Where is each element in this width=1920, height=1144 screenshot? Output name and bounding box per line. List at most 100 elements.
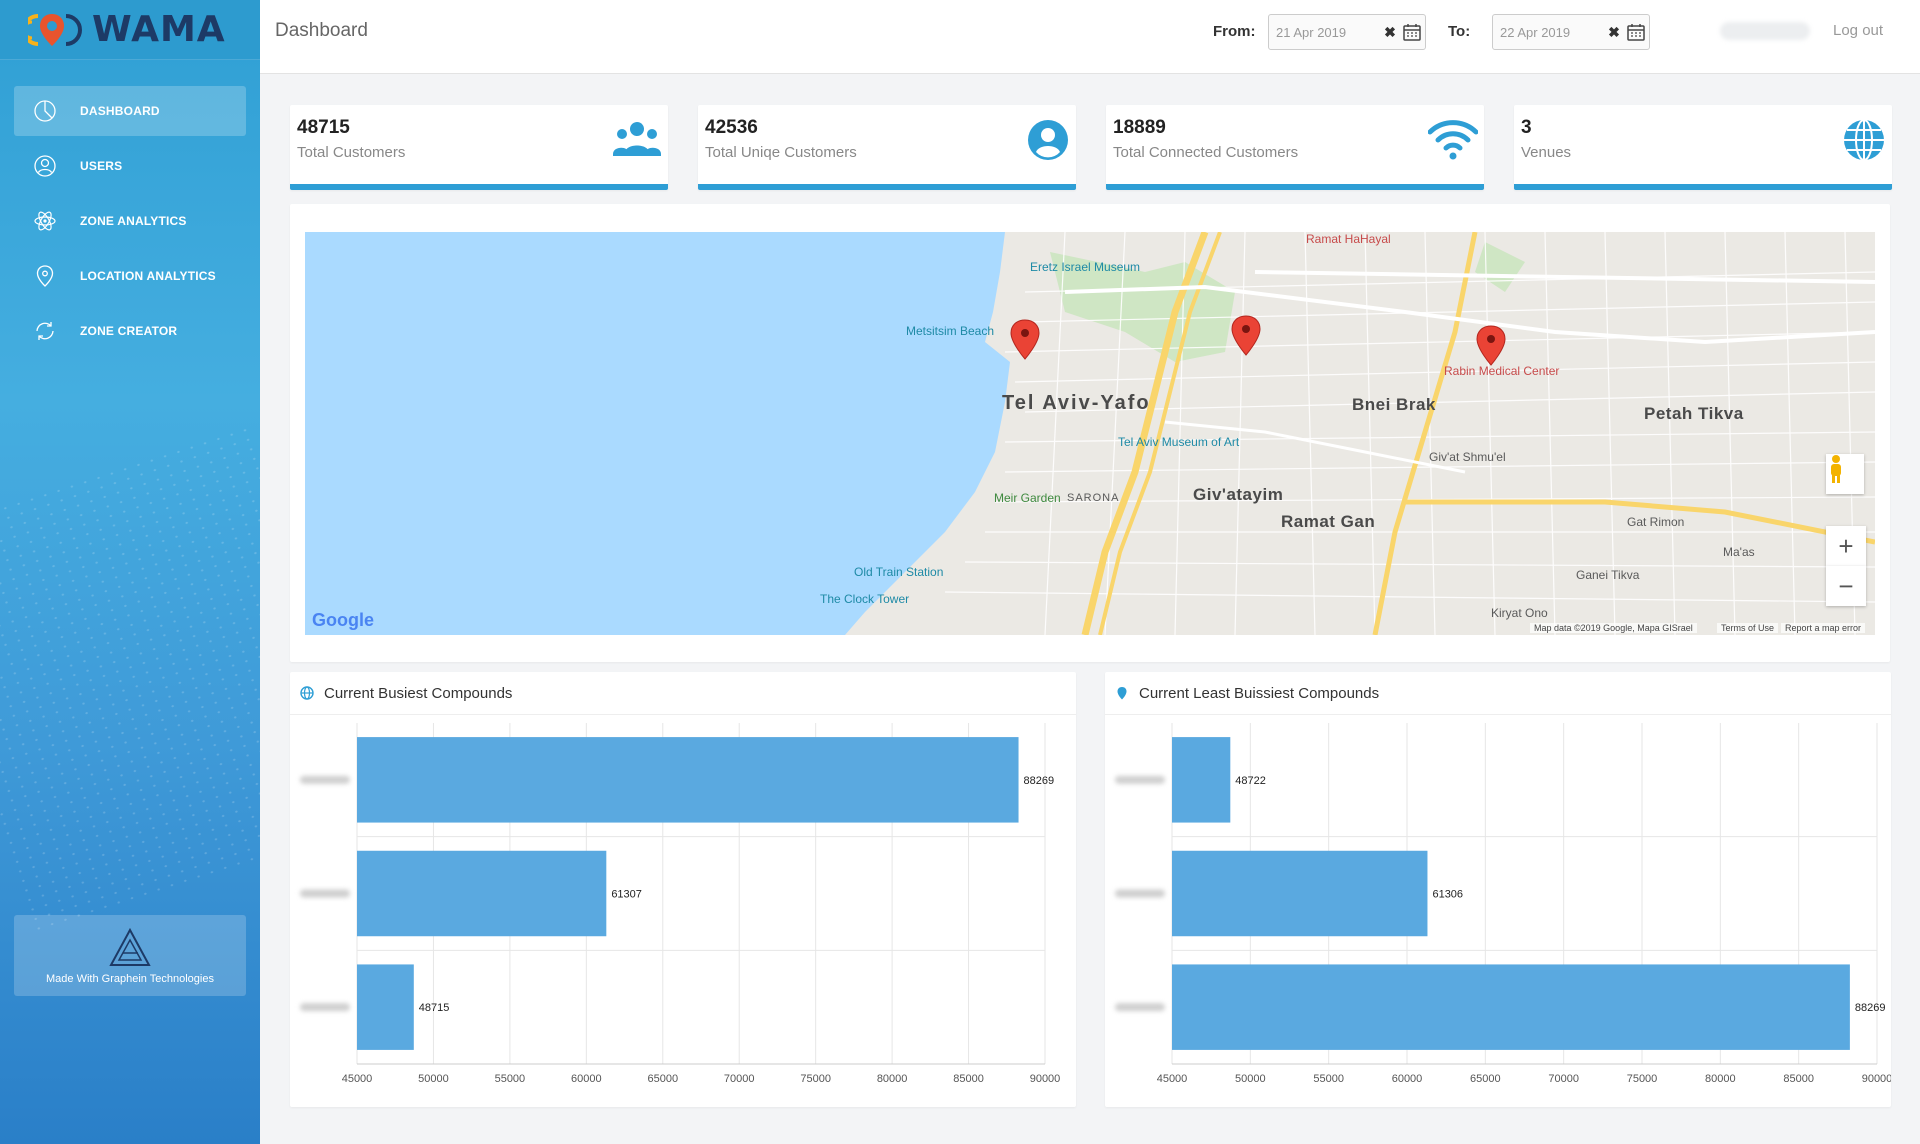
- sidebar-item-zone-analytics[interactable]: ZONE ANALYTICS: [14, 196, 246, 246]
- x-tick-label: 60000: [571, 1073, 602, 1085]
- bar: [1172, 737, 1231, 823]
- bar-value-label: 88269: [1855, 1002, 1886, 1014]
- user-name-blurred[interactable]: [1720, 22, 1810, 40]
- clear-from-date-icon[interactable]: ✖: [1384, 23, 1396, 40]
- map-label-gat-rimon: Gat Rimon: [1627, 515, 1685, 529]
- x-tick-label: 45000: [342, 1073, 373, 1085]
- to-date-field: ✖: [1492, 14, 1650, 50]
- map-label-givat-shmuel: Giv'at Shmu'el: [1429, 450, 1506, 464]
- map-marker-icon[interactable]: [1010, 319, 1040, 360]
- user-icon: [32, 153, 58, 179]
- x-tick-label: 70000: [724, 1073, 755, 1085]
- map-label-tel-aviv: Tel Aviv-Yafo: [1002, 392, 1151, 414]
- x-tick-label: 85000: [1783, 1073, 1814, 1085]
- sidebar-nav: DASHBOARD USERS ZONE ANALYTICS LOCATION …: [0, 86, 260, 356]
- category-label-blurred: [300, 1003, 350, 1012]
- bar: [357, 964, 414, 1050]
- map-label-ramat-gan: Ramat Gan: [1281, 512, 1376, 531]
- made-with-badge[interactable]: Made With Graphein Technologies: [14, 915, 246, 996]
- sidebar-item-location-analytics[interactable]: LOCATION ANALYTICS: [14, 251, 246, 301]
- map-terms-link[interactable]: Terms of Use: [1717, 623, 1779, 633]
- chart-title: Current Least Buissiest Compounds: [1139, 684, 1380, 702]
- zoom-out-button[interactable]: −: [1826, 566, 1866, 606]
- x-tick-label: 75000: [1627, 1073, 1658, 1085]
- bar: [357, 737, 1019, 823]
- x-tick-label: 70000: [1548, 1073, 1579, 1085]
- refresh-icon: [32, 318, 58, 344]
- x-tick-label: 65000: [1470, 1073, 1501, 1085]
- clear-to-date-icon[interactable]: ✖: [1608, 23, 1620, 40]
- busiest-compounds-panel: Current Busiest Compounds 45000 50000 5500…: [290, 672, 1076, 1107]
- google-logo[interactable]: Google: [312, 610, 374, 631]
- from-date-input[interactable]: [1276, 24, 1376, 40]
- calendar-icon[interactable]: [1402, 22, 1422, 42]
- stat-card-venues: 3 Venues: [1514, 105, 1892, 190]
- zoom-in-button[interactable]: +: [1826, 526, 1866, 566]
- map-label-old-train-station: Old Train Station: [854, 565, 944, 579]
- x-tick-label: 75000: [800, 1073, 831, 1085]
- least-busiest-compounds-panel: Current Least Buissiest Compounds 45000 5…: [1105, 672, 1892, 1107]
- map-label-bnei-brak: Bnei Brak: [1352, 395, 1436, 414]
- map-label-meir-garden: Meir Garden: [994, 491, 1061, 505]
- map-label-metsitsim-beach: Metsitsim Beach: [906, 324, 995, 338]
- map-marker-icon[interactable]: [1231, 315, 1261, 356]
- bar: [357, 850, 607, 937]
- category-label-blurred: [1115, 1003, 1165, 1012]
- location-pin-icon: [32, 263, 58, 289]
- wama-logo-icon: [28, 13, 82, 46]
- busiest-compounds-chart: 45000 50000 55000 60000 65000 70000 75000 80000…: [290, 716, 1076, 1106]
- stat-label: Total Connected Customers: [1113, 144, 1299, 161]
- x-tick-label: 65000: [647, 1073, 678, 1085]
- logo[interactable]: WAMA: [0, 0, 260, 60]
- map[interactable]: Tel Aviv-Yafo Bnei Brak Petah Tikva Giv'…: [305, 232, 1875, 635]
- to-date-input[interactable]: [1500, 24, 1600, 40]
- stat-label: Total Uniqe Customers: [705, 144, 857, 161]
- sidebar: WAMA DASHBOARD USERS ZONE ANALYTICS LOCA…: [0, 0, 260, 1144]
- map-label-petah-tikva: Petah Tikva: [1644, 404, 1744, 423]
- logout-link[interactable]: Log out: [1833, 22, 1884, 39]
- top-bar: Dashboard From: ✖ To: ✖ Log out: [260, 0, 1920, 74]
- map-label-clock-tower: The Clock Tower: [820, 592, 910, 606]
- sidebar-item-users[interactable]: USERS: [14, 141, 246, 191]
- calendar-icon[interactable]: [1626, 22, 1646, 42]
- stat-label: Total Customers: [297, 144, 406, 161]
- x-tick-label: 60000: [1392, 1073, 1423, 1085]
- stat-value: 18889: [1113, 117, 1166, 138]
- users-icon: [613, 122, 661, 156]
- bar-value-label: 61306: [1432, 889, 1463, 901]
- sidebar-item-label: LOCATION ANALYTICS: [80, 269, 216, 283]
- x-tick-label: 90000: [1862, 1073, 1891, 1085]
- street-view-pegman-icon[interactable]: [1826, 454, 1864, 494]
- map-attribution: Map data ©2019 Google, Mapa GISrael: [1530, 623, 1697, 633]
- map-label-maas: Ma'as: [1723, 545, 1755, 559]
- category-label-blurred: [1115, 889, 1165, 898]
- made-with-label: Made With Graphein Technologies: [46, 972, 214, 985]
- chart-title: Current Busiest Compounds: [324, 684, 513, 702]
- globe-icon: [300, 686, 314, 700]
- sidebar-item-label: ZONE ANALYTICS: [80, 214, 187, 228]
- map-label-ganei-tikva: Ganei Tikva: [1576, 568, 1640, 582]
- bar-value-label: 48722: [1235, 775, 1266, 787]
- user-circle-icon: [1028, 120, 1068, 160]
- sidebar-item-dashboard[interactable]: DASHBOARD: [14, 86, 246, 136]
- stat-label: Venues: [1521, 144, 1572, 161]
- map-panel: Tel Aviv-Yafo Bnei Brak Petah Tikva Giv'…: [290, 204, 1890, 662]
- bar: [1172, 850, 1428, 937]
- stat-card-unique-customers: 42536 Total Uniqe Customers: [698, 105, 1076, 190]
- x-tick-label: 45000: [1157, 1073, 1188, 1085]
- bar: [1172, 964, 1850, 1050]
- chart-header: Current Busiest Compounds: [290, 672, 1076, 715]
- map-label-rabin-medical: Rabin Medical Center: [1444, 364, 1560, 378]
- atom-icon: [32, 208, 58, 234]
- wifi-icon: [1428, 120, 1478, 160]
- sidebar-item-zone-creator[interactable]: ZONE CREATOR: [14, 306, 246, 356]
- stat-value: 42536: [705, 117, 758, 138]
- map-marker-icon[interactable]: [1476, 325, 1506, 366]
- bar-value-label: 61307: [611, 889, 642, 901]
- x-tick-label: 55000: [1313, 1073, 1344, 1085]
- globe-icon: [1844, 119, 1884, 161]
- map-report-link[interactable]: Report a map error: [1781, 623, 1866, 633]
- stat-value: 3: [1521, 117, 1532, 138]
- sidebar-background-pattern: [0, 424, 260, 936]
- least-busiest-compounds-chart: 45000 50000 55000 60000 65000 70000 75000 80000…: [1105, 716, 1892, 1106]
